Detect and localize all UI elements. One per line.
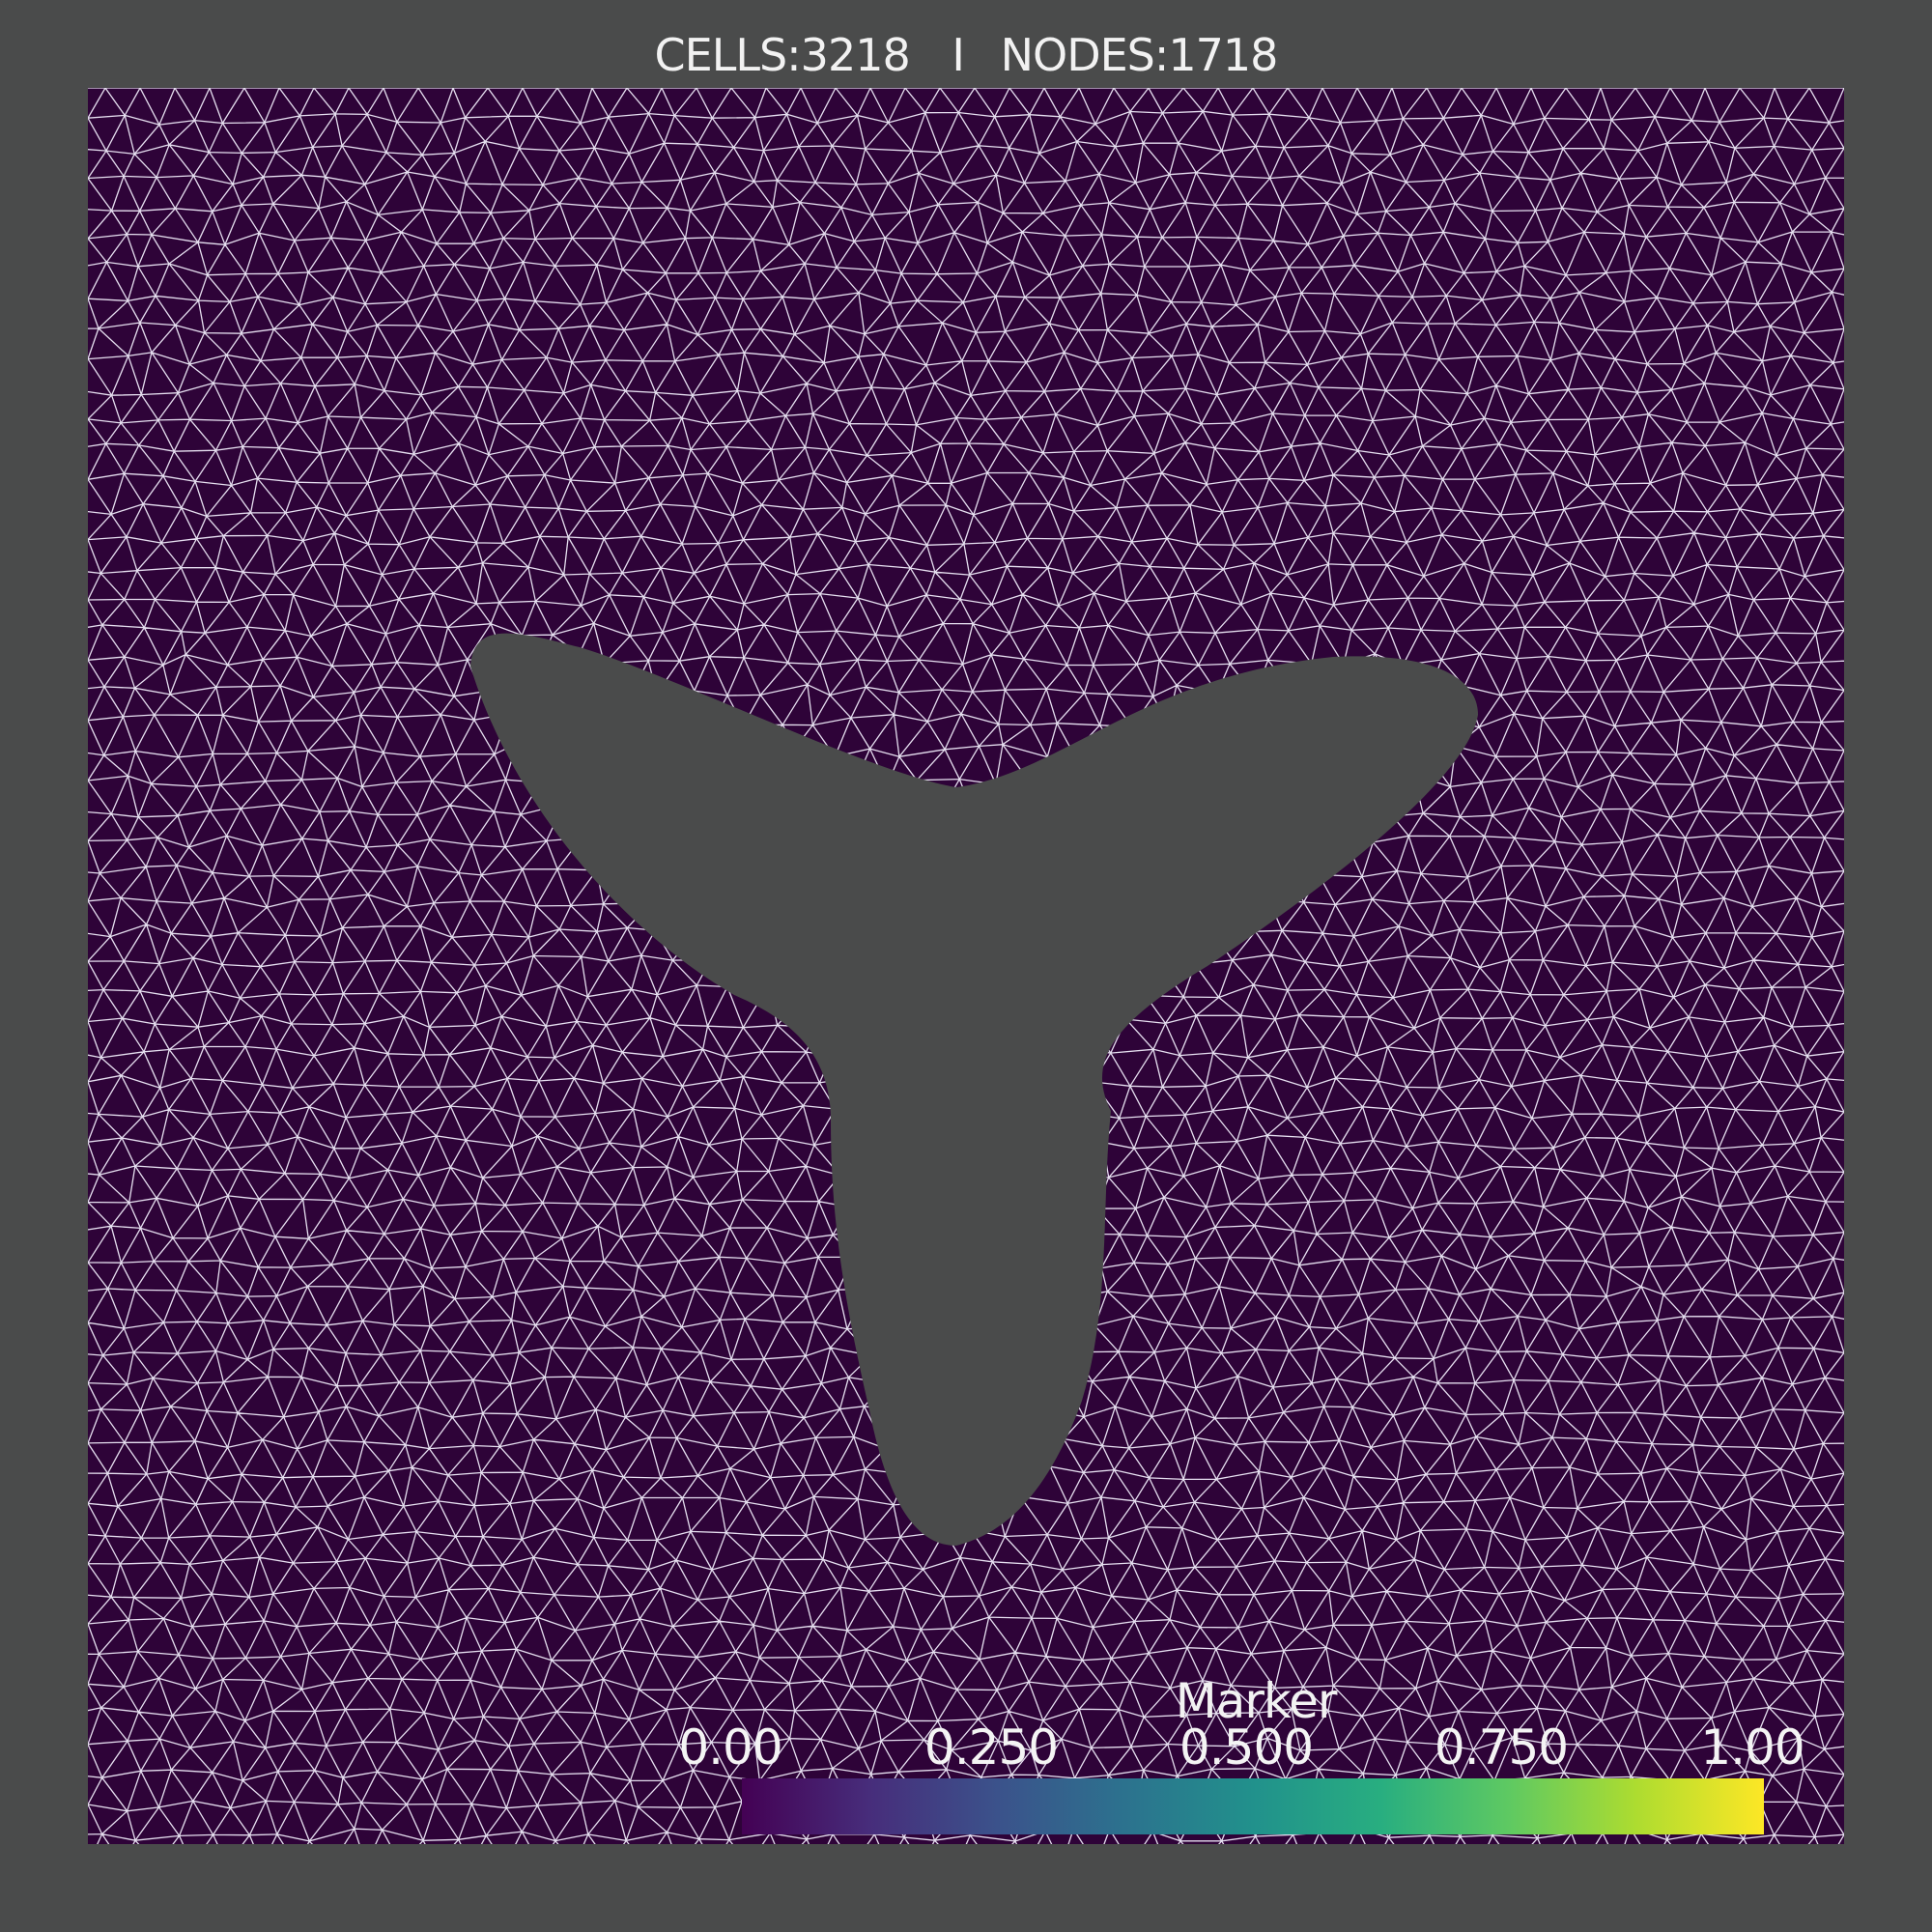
trilobe-hole (470, 633, 1478, 1546)
colorbar-title: Marker (1175, 1673, 1338, 1729)
header-separator: I (952, 29, 965, 81)
colorbar-tick-label: 0.500 (1179, 1719, 1314, 1776)
colorbar-gradient (742, 1778, 1764, 1834)
colorbar-tick-label: 0.250 (923, 1719, 1059, 1776)
colorbar-tick-label: 0.00 (678, 1719, 782, 1776)
colorbar-tick-label: 0.750 (1434, 1719, 1569, 1776)
nodes-count: NODES:1718 (1000, 29, 1279, 81)
mesh-statistics-header: CELLS:3218 I NODES:1718 (0, 29, 1932, 81)
cells-count: CELLS:3218 (654, 29, 911, 81)
colorbar-tick-label: 1.00 (1700, 1719, 1804, 1776)
